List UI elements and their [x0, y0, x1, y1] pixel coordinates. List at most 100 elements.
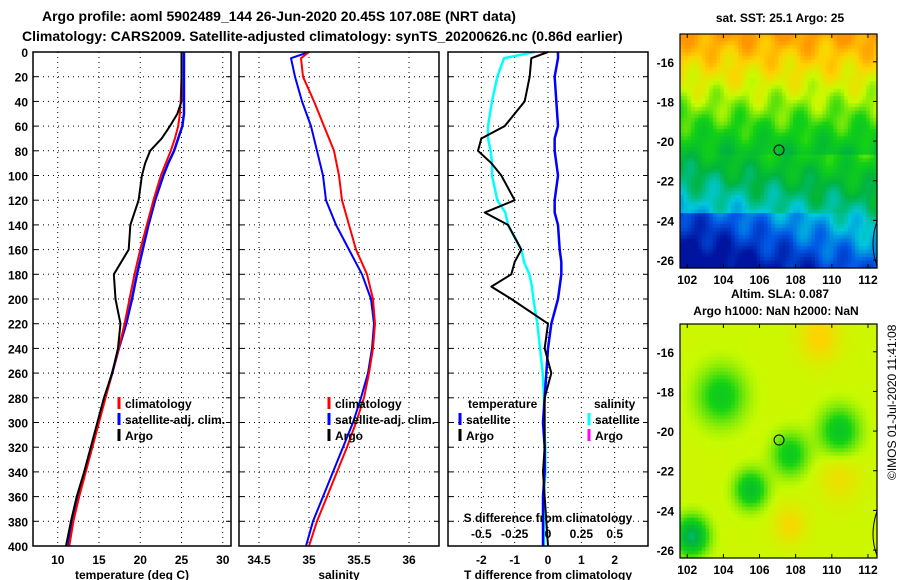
map-cell: [720, 342, 725, 347]
map-cell: [694, 349, 699, 354]
map-cell: [836, 253, 842, 258]
map-cell: [680, 147, 685, 152]
map-cell: [847, 253, 853, 258]
map-cell: [709, 118, 714, 123]
map-cell: [822, 235, 827, 240]
map-cell: [855, 367, 860, 373]
map-cell: [731, 198, 736, 203]
map-cell: [756, 66, 761, 72]
map-cell: [701, 165, 707, 170]
map-cell: [712, 176, 718, 181]
map-x-tick-label: 104: [713, 273, 733, 287]
map-cell: [840, 400, 845, 406]
map-cell: [855, 114, 860, 119]
map-cell: [701, 400, 707, 406]
map-cell: [796, 107, 801, 112]
x-axis-label: temperature (deg C): [75, 568, 189, 580]
map-cell: [771, 213, 776, 218]
map-cell: [829, 209, 834, 214]
map-cell: [698, 107, 703, 112]
map-cell: [683, 66, 688, 72]
map-cell: [752, 242, 758, 247]
map-cell: [847, 364, 853, 369]
map-cell: [840, 194, 845, 200]
map-cell: [785, 140, 791, 145]
map-cell: [767, 334, 772, 340]
map-cell: [683, 371, 688, 376]
map-cell: [694, 143, 699, 148]
map-cell: [822, 371, 827, 376]
map-cell: [774, 52, 780, 57]
map-cell: [763, 151, 769, 156]
map-cell: [800, 70, 805, 75]
legend-entry: climatology: [335, 397, 402, 411]
map-cell: [680, 154, 685, 159]
map-cell: [873, 331, 878, 336]
map-cell: [807, 92, 812, 97]
map-cell: [873, 183, 878, 189]
map-cell: [822, 213, 827, 218]
map-cell: [800, 331, 805, 336]
map-cell: [873, 213, 878, 218]
map-cell: [716, 77, 721, 83]
map-cell: [873, 202, 878, 207]
map-cell: [738, 187, 743, 192]
map-cell: [742, 389, 747, 395]
map-cell: [687, 70, 692, 75]
map-cell: [869, 136, 874, 141]
map-cell: [796, 96, 801, 101]
map-cell: [851, 66, 856, 72]
map-cell: [851, 349, 856, 354]
map-cell: [742, 151, 747, 156]
map-cell: [771, 242, 776, 247]
map-cell: [851, 367, 856, 373]
map-cell: [851, 257, 856, 262]
map-cell: [683, 378, 688, 384]
map-cell: [698, 371, 703, 376]
map-cell: [690, 154, 696, 159]
map-cell: [807, 213, 812, 218]
map-cell: [829, 249, 834, 254]
map-cell: [804, 360, 809, 365]
map-cell: [811, 66, 816, 72]
map-cell: [731, 81, 736, 86]
map-cell: [825, 154, 831, 159]
map-cell: [866, 118, 871, 123]
map-cell: [709, 132, 714, 137]
map-cell: [763, 110, 769, 116]
map-cell: [814, 404, 820, 409]
map-cell: [847, 246, 853, 251]
map-cell: [774, 161, 780, 167]
map-cell: [785, 364, 791, 369]
map-cell: [723, 118, 729, 123]
map-cell: [756, 191, 761, 196]
map-cell: [771, 81, 776, 86]
map-cell: [723, 213, 729, 218]
map-cell: [760, 41, 765, 46]
map-cell: [701, 147, 707, 152]
map-cell: [760, 48, 765, 53]
map-cell: [774, 191, 780, 196]
map-cell: [756, 140, 761, 145]
map-cell: [760, 66, 765, 72]
map-cell: [698, 198, 703, 203]
map-cell: [836, 389, 842, 395]
map-cell: [771, 382, 776, 387]
map-cell: [760, 202, 765, 207]
map-cell: [829, 227, 834, 233]
map-cell: [727, 345, 732, 351]
map-cell: [847, 92, 853, 97]
map-cell: [822, 140, 827, 145]
map-cell: [804, 129, 809, 134]
map-cell: [847, 121, 853, 127]
map-cell: [782, 85, 787, 90]
map-cell: [760, 249, 765, 254]
map-cell: [785, 331, 791, 336]
profile-panel-1: [32, 51, 232, 547]
map-cell: [742, 143, 747, 148]
map-cell: [698, 327, 703, 332]
map-cell: [723, 74, 729, 79]
map-cell: [771, 129, 776, 134]
map-cell: [756, 63, 761, 68]
map-cell: [742, 375, 747, 380]
